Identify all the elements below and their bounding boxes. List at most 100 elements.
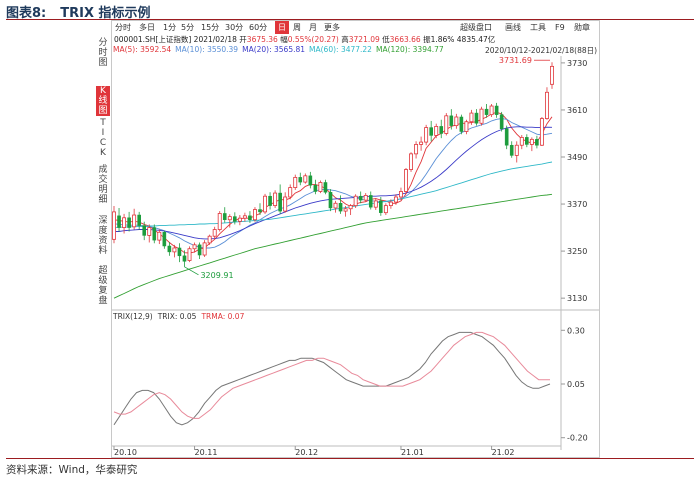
candle-body [328, 192, 333, 209]
period-toolbar: 分时 多日 1分 5分 15分 30分 60分日周月更多 超级盘口 画线 工具 F9 勋章 [111, 21, 600, 34]
ma-legend-item: MA(120): 3394.77 [375, 45, 444, 54]
y-tick-label: 3130 [567, 294, 587, 303]
y-tick-label: 3730 [567, 59, 587, 68]
period-tab-6[interactable]: 60分 [249, 23, 268, 32]
period-tab-8[interactable]: 周 [293, 23, 301, 32]
amplitude-value: 1.86% [430, 35, 455, 44]
low-value: 3663.66 [389, 35, 421, 44]
candle-body [258, 209, 262, 213]
candle-body [308, 175, 313, 186]
date-range: 2020/10/12-2021/02/18(88日) [485, 46, 598, 55]
candle-body [348, 205, 353, 210]
security-code: 000001.SH[上证指数] [114, 35, 192, 44]
period-tab-2[interactable]: 1分 [163, 23, 177, 32]
candle-body [278, 192, 282, 212]
y-tick-label: 3610 [567, 106, 587, 115]
open-label: 开 [239, 35, 247, 44]
ma-line [114, 126, 553, 240]
side-tab-0[interactable]: 分时图 [98, 38, 108, 68]
source-note: 资料来源：Wind，华泰研究 [6, 464, 138, 476]
candle-body [474, 112, 479, 124]
side-tab-3[interactable]: 成交明细 [98, 165, 108, 205]
candle-body [525, 137, 529, 145]
trix-y-tick-label: -0.20 [567, 434, 588, 443]
x-tick-label: 21.02 [492, 448, 515, 457]
period-tab-3[interactable]: 5分 [181, 23, 195, 32]
quote-date: 2021/02/18 [193, 35, 237, 44]
candle-body [449, 115, 454, 126]
candle-body [248, 215, 252, 220]
period-tab-1[interactable]: 多日 [139, 23, 155, 32]
chart-window [111, 20, 600, 458]
candle-body [363, 195, 368, 201]
tool-button-3[interactable]: F9 [555, 23, 565, 32]
open-value: 3675.36 [246, 35, 278, 44]
candle-body [404, 169, 408, 192]
candle-body [207, 235, 212, 244]
candle-body [298, 177, 303, 183]
candle-body [112, 211, 116, 240]
candle-body [142, 225, 147, 236]
side-tab-4[interactable]: 深度资料 [98, 216, 108, 256]
trix-legend: TRIX(12,9) TRIX: 0.05 TRMA: 0.07 [113, 312, 249, 321]
candle-body [273, 192, 278, 207]
candle-body [162, 232, 167, 247]
period-tab-9[interactable]: 月 [309, 23, 317, 32]
period-tab-0[interactable]: 分时 [115, 23, 131, 32]
trix-y-tick-label: 0.05 [567, 380, 585, 389]
candle-body [399, 191, 403, 198]
period-tab-10[interactable]: 更多 [324, 23, 340, 32]
candle-body [137, 214, 141, 226]
figure-label: 图表8: [6, 6, 47, 21]
candle-body [539, 118, 544, 146]
candle-body [253, 209, 257, 221]
amplitude-label: 振 [423, 35, 431, 44]
side-tab-5[interactable]: 超级复盘 [98, 266, 108, 306]
candle-body [514, 144, 519, 156]
tool-button-4[interactable]: 勋章 [574, 23, 590, 32]
candle-body [303, 175, 308, 183]
candle-body [434, 126, 439, 136]
candle-body [192, 244, 197, 250]
quote-info-bar: 000001.SH[上证指数] 2021/02/18 开3675.36 幅0.5… [114, 34, 495, 45]
candle-body [509, 144, 514, 156]
candle-body [268, 195, 272, 206]
ma-legend-item: MA(10): 3550.39 [175, 45, 239, 54]
candle-body [444, 115, 449, 134]
candle-body [202, 242, 207, 256]
candle-body [237, 217, 242, 222]
x-tick-label: 20.11 [195, 448, 218, 457]
period-tab-4[interactable]: 15分 [201, 23, 220, 32]
candle-body [368, 195, 373, 208]
candle-body [212, 229, 217, 237]
candle-body [535, 139, 539, 146]
high-annotation: 3731.69 [499, 56, 532, 65]
candle-body [469, 112, 474, 123]
candle-body [454, 116, 459, 127]
candle-body [519, 136, 524, 146]
candle-body [172, 247, 177, 253]
candle-body [122, 217, 127, 228]
high-value: 3721.09 [348, 35, 380, 44]
trix-line [113, 331, 551, 426]
candle-body [373, 200, 378, 208]
candle-body [429, 127, 433, 136]
tool-button-2[interactable]: 工具 [530, 23, 546, 32]
trix-legend-item: TRMA: 0.07 [201, 312, 245, 321]
low-annotation: 3209.91 [200, 271, 233, 280]
period-tab-5[interactable]: 30分 [225, 23, 244, 32]
candle-body [152, 227, 157, 241]
x-tick-label: 21.01 [401, 448, 424, 457]
candle-body [424, 127, 429, 143]
period-tab-7[interactable]: 日 [275, 21, 289, 34]
tool-button-0[interactable]: 超级盘口 [460, 23, 492, 32]
candle-body [358, 195, 363, 201]
candle-body [545, 91, 549, 119]
tool-button-1[interactable]: 画线 [505, 23, 521, 32]
ma-legend-item: MA(5): 3592.54 [113, 45, 172, 54]
ma-line [113, 111, 553, 254]
candle-body [419, 141, 424, 145]
